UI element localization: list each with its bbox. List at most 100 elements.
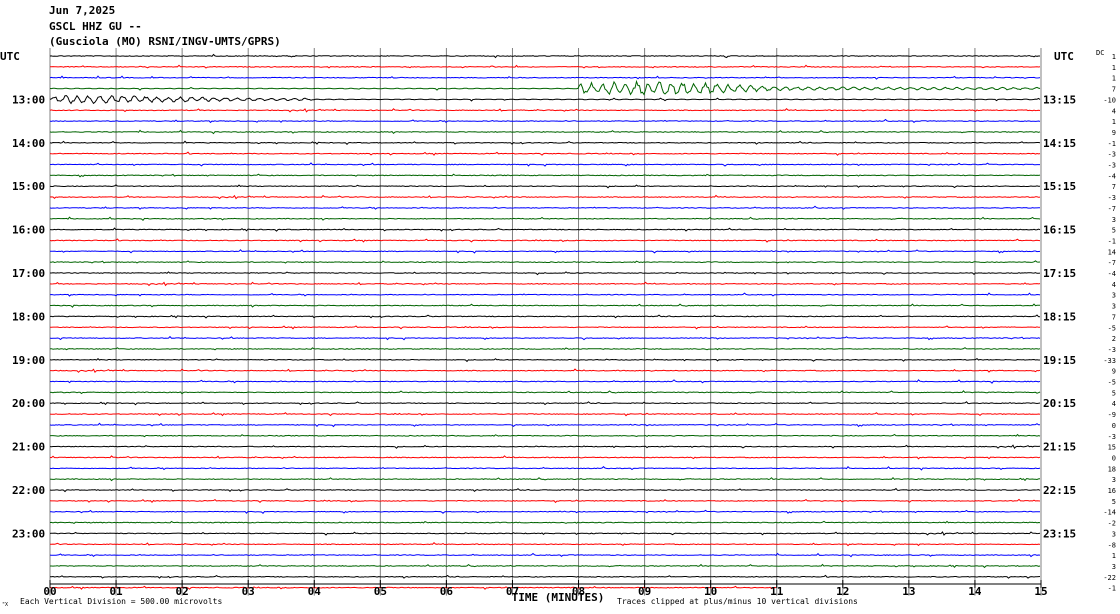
hour-label-left: 22:00 xyxy=(12,484,45,497)
trace-line xyxy=(49,260,1041,264)
dc-offset-label: -3 xyxy=(1108,346,1116,354)
dc-offset-label: 3 xyxy=(1112,476,1116,484)
x-tick-label: 14 xyxy=(968,585,982,598)
hour-label-left: 23:00 xyxy=(12,527,45,540)
x-tick-label: 09 xyxy=(638,585,651,598)
dc-offset-label: -1 xyxy=(1108,585,1116,593)
trace-line xyxy=(49,335,1041,341)
x-tick-label: 01 xyxy=(109,585,123,598)
trace-line xyxy=(49,129,1041,135)
trace-line xyxy=(49,281,1041,287)
trace-line xyxy=(49,108,1041,113)
trace-line xyxy=(50,249,1041,254)
x-tick-label: 10 xyxy=(704,585,717,598)
dc-offset-label: -9 xyxy=(1108,411,1116,419)
x-tick-label: 04 xyxy=(308,585,322,598)
hour-label-left: 13:00 xyxy=(12,93,45,106)
dc-offset-label: -8 xyxy=(1108,541,1116,549)
trace-line xyxy=(49,325,1041,330)
hour-label-right: 23:15 xyxy=(1043,527,1076,540)
dc-offset-label: 1 xyxy=(1112,552,1116,560)
hour-label-right: 18:15 xyxy=(1043,310,1076,323)
dc-offset-label: 9 xyxy=(1112,368,1116,376)
trace-line xyxy=(49,412,1041,417)
trace-line xyxy=(49,444,1041,450)
hour-label-left: 17:00 xyxy=(12,267,45,280)
hour-label-right: 13:15 xyxy=(1043,93,1076,106)
dc-offset-label: 4 xyxy=(1112,107,1116,115)
dc-offset-label: 16 xyxy=(1108,487,1116,495)
hour-label-left: 14:00 xyxy=(12,137,45,150)
dc-offset-label: 15 xyxy=(1108,444,1116,452)
x-tick-label: 13 xyxy=(902,585,915,598)
trace-line xyxy=(49,520,1041,524)
hour-label-right: 22:15 xyxy=(1043,484,1076,497)
trace-line xyxy=(49,552,1041,558)
dc-offset-label: 7 xyxy=(1112,183,1116,191)
dc-offset-label: 3 xyxy=(1112,530,1116,538)
trace-line xyxy=(49,347,1041,351)
dc-offset-label: 3 xyxy=(1112,292,1116,300)
trace-line xyxy=(50,303,1040,308)
dc-offset-label: -2 xyxy=(1108,520,1116,528)
x-tick-label: 02 xyxy=(176,585,189,598)
trace-line xyxy=(49,140,1041,145)
dc-offset-label: -7 xyxy=(1108,259,1116,267)
dc-offset-label: 9 xyxy=(1112,129,1116,137)
dc-offset-label: -7 xyxy=(1108,205,1116,213)
dc-offset-label: -10 xyxy=(1103,96,1116,104)
chart-network: (Gusciola (MO) RSNI/INGV-UMTS/GPRS) xyxy=(49,35,281,48)
trace-line xyxy=(50,368,1041,374)
dc-offset-label: 2 xyxy=(1112,335,1116,343)
dc-offset-label: 1 xyxy=(1112,118,1116,126)
hour-label-left: 19:00 xyxy=(12,354,45,367)
trace-line xyxy=(49,487,1041,493)
trace-line xyxy=(49,94,1041,105)
dc-offset-label: 3 xyxy=(1112,303,1116,311)
dc-offset-label: 5 xyxy=(1112,389,1116,397)
x-tick-label: 11 xyxy=(770,585,784,598)
x-tick-label: 00 xyxy=(43,585,56,598)
trace-line xyxy=(49,292,1041,297)
dc-label: DC xyxy=(1096,49,1104,57)
dc-offset-label: -3 xyxy=(1108,433,1116,441)
dc-offset-label: -1 xyxy=(1108,237,1116,245)
trace-line xyxy=(49,574,1041,579)
dc-offset-label: 5 xyxy=(1112,227,1116,235)
dc-offset-label: -3 xyxy=(1108,162,1116,170)
trace-line xyxy=(49,422,1041,428)
trace-line xyxy=(50,162,1040,167)
trace-layer xyxy=(49,53,1041,590)
dc-offset-label: -4 xyxy=(1108,270,1116,278)
x-tick-label: 08 xyxy=(572,585,585,598)
trace-line xyxy=(49,476,1041,482)
grid-layer xyxy=(49,48,1042,596)
dc-offset-label: 3 xyxy=(1112,563,1116,571)
trace-line xyxy=(49,64,1041,69)
chart-date: Jun 7,2025 xyxy=(49,4,116,17)
trace-line xyxy=(49,75,1041,80)
trace-line xyxy=(49,118,1041,124)
footer-clip-note: Traces clipped at plus/minus 10 vertical… xyxy=(617,597,858,606)
dc-offset-label: -1 xyxy=(1108,140,1116,148)
dc-offset-label: 18 xyxy=(1108,465,1116,473)
dc-offset-label: 0 xyxy=(1112,422,1116,430)
hour-label-left: 20:00 xyxy=(12,397,45,410)
trace-line xyxy=(49,585,777,590)
trace-line xyxy=(49,390,1041,395)
dc-offset-label: -33 xyxy=(1103,357,1116,365)
trace-line xyxy=(50,314,1041,319)
dc-offset-label: -5 xyxy=(1108,379,1116,387)
dc-offset-label: -3 xyxy=(1108,194,1116,202)
dc-offset-label: 4 xyxy=(1112,281,1116,289)
x-tick-label: 15 xyxy=(1034,585,1047,598)
trace-line xyxy=(49,401,1041,406)
hour-label-left: 21:00 xyxy=(12,441,45,454)
trace-line xyxy=(49,53,1040,59)
corner-mark: "X xyxy=(2,602,8,608)
dc-offset-label: 14 xyxy=(1108,248,1116,256)
x-tick-label: 12 xyxy=(836,585,849,598)
x-tick-label: 07 xyxy=(506,585,519,598)
right-utc-label: UTC xyxy=(1054,50,1074,63)
